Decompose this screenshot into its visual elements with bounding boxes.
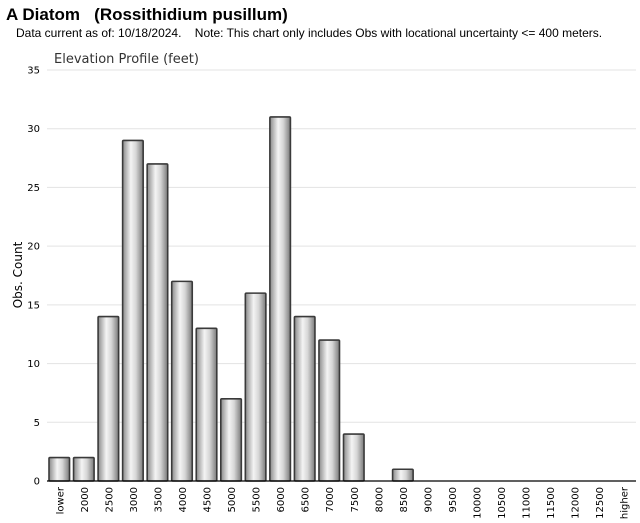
bar-lower [48,456,71,482]
bar-4000 [170,280,194,482]
x-tick-label: 3500 [153,487,164,512]
x-tick-label: lower [55,486,66,514]
bar-8500 [391,468,414,482]
bar-5500 [244,292,267,482]
bar-6000 [269,116,292,482]
x-tick-label: 3000 [129,487,140,512]
x-tick-label: 9000 [423,487,434,512]
bar-3000 [121,139,144,482]
x-tick-label: higher [620,486,631,519]
bar-2000 [72,456,95,482]
y-axis-label: Obs. Count [11,241,25,308]
grid-lines [47,69,636,423]
x-tick-label: 5000 [227,487,238,512]
bar-2500 [97,315,120,482]
bar-7000 [318,339,341,482]
bar-7500 [342,433,365,482]
bar-3500 [146,163,169,482]
x-tick-label: 11500 [546,487,557,519]
x-tick-label: 11000 [522,487,533,519]
x-tick-label: 2000 [80,487,91,512]
y-tick-label: 25 [27,183,40,194]
x-tick-label: 8000 [374,487,385,512]
x-tick-label: 8500 [399,487,410,512]
x-tick-label: 6000 [276,487,287,512]
x-tick-label: 7000 [325,487,336,512]
x-tick-label: 10000 [472,487,483,519]
x-tick-label: 4000 [178,487,189,512]
bar-6500 [293,315,316,482]
y-tick-label: 20 [27,242,40,253]
x-tick-label: 2500 [104,487,115,512]
y-tick-label: 5 [34,418,40,429]
x-tick-label: 12500 [595,487,606,519]
data-note: Data current as of: 10/18/2024. Note: Th… [16,26,603,40]
bars [48,116,414,482]
page-title: A Diatom (Rossithidium pusillum) [6,5,288,24]
x-tick-label: 10500 [497,487,508,519]
axes: 0 5 10 15 20 25 30 35 lower 2000 2500 3000 3500 4000 4… [27,66,636,519]
x-tick-label: 7500 [350,487,361,512]
y-tick-label: 10 [27,359,40,370]
bar-5000 [219,397,243,482]
y-tick-label: 0 [34,477,40,488]
bar-4500 [195,327,218,482]
x-tick-label: 9500 [448,487,459,512]
x-tick-label: 5500 [252,487,263,512]
y-tick-label: 30 [27,124,40,135]
x-tick-label: 4500 [203,487,214,512]
y-tick-label: 15 [27,300,40,311]
y-tick-label: 35 [27,66,40,77]
x-tick-label: 6500 [301,487,312,512]
x-tick-label: 12000 [571,487,582,519]
chart-title: Elevation Profile (feet) [54,52,199,67]
